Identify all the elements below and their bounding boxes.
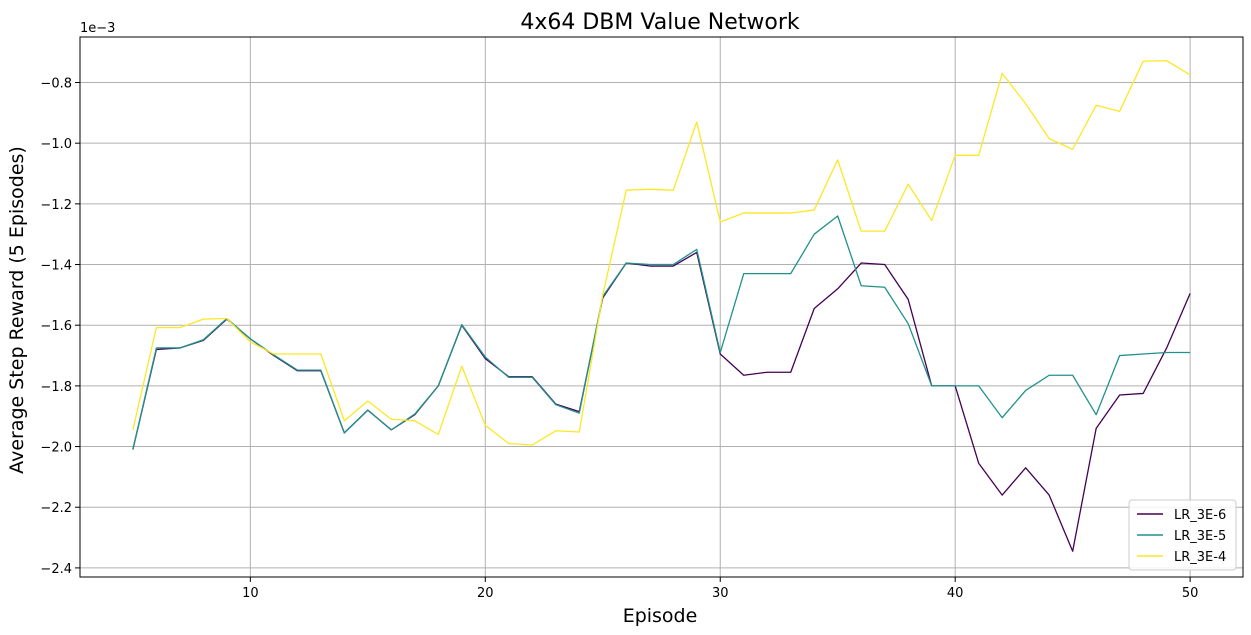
y-tick-label: −1.4 [40, 259, 72, 274]
x-tick-label: 30 [712, 586, 729, 601]
y-tick-label: −1.6 [40, 319, 72, 334]
chart-title: 4x64 DBM Value Network [520, 10, 800, 35]
y-axis-label: Average Step Reward (5 Episodes) [6, 146, 28, 474]
y-tick-label: −2.2 [40, 501, 72, 516]
series-line-lr-3e-4 [132, 60, 1191, 446]
x-tick-label: 10 [242, 586, 259, 601]
plot-area-frame [79, 36, 1244, 578]
x-axis-label: Episode [623, 605, 698, 627]
x-tick-label: 20 [477, 586, 494, 601]
y-tick-label: −1.8 [40, 380, 72, 395]
x-tick-label: 40 [947, 586, 964, 601]
y-axis-scale-label: 1e−3 [80, 21, 115, 36]
legend-label-lr-3e-4: LR_3E-4 [1174, 550, 1226, 565]
y-tick-label: −1.0 [40, 137, 72, 152]
y-tick-label: −1.2 [40, 198, 72, 213]
series-line-lr-3e-5 [132, 215, 1191, 450]
legend-label-lr-3e-6: LR_3E-6 [1174, 508, 1226, 523]
legend: LR_3E-6 LR_3E-5 LR_3E-4 [1128, 499, 1237, 571]
legend-box [1128, 499, 1237, 571]
y-tick-label: −2.4 [40, 562, 72, 577]
legend-label-lr-3e-5: LR_3E-5 [1174, 529, 1226, 544]
y-tick-label: −2.0 [40, 441, 72, 456]
axis-ticks: 10 20 30 40 50 −2.4 −2.2 −2.0 −1.8 −1.6 −1.4 −1.2 −1… [40, 77, 1198, 601]
x-tick-label: 50 [1182, 586, 1199, 601]
grid-lines [80, 37, 1243, 577]
y-tick-label: −0.8 [40, 77, 72, 92]
data-series [132, 60, 1191, 552]
